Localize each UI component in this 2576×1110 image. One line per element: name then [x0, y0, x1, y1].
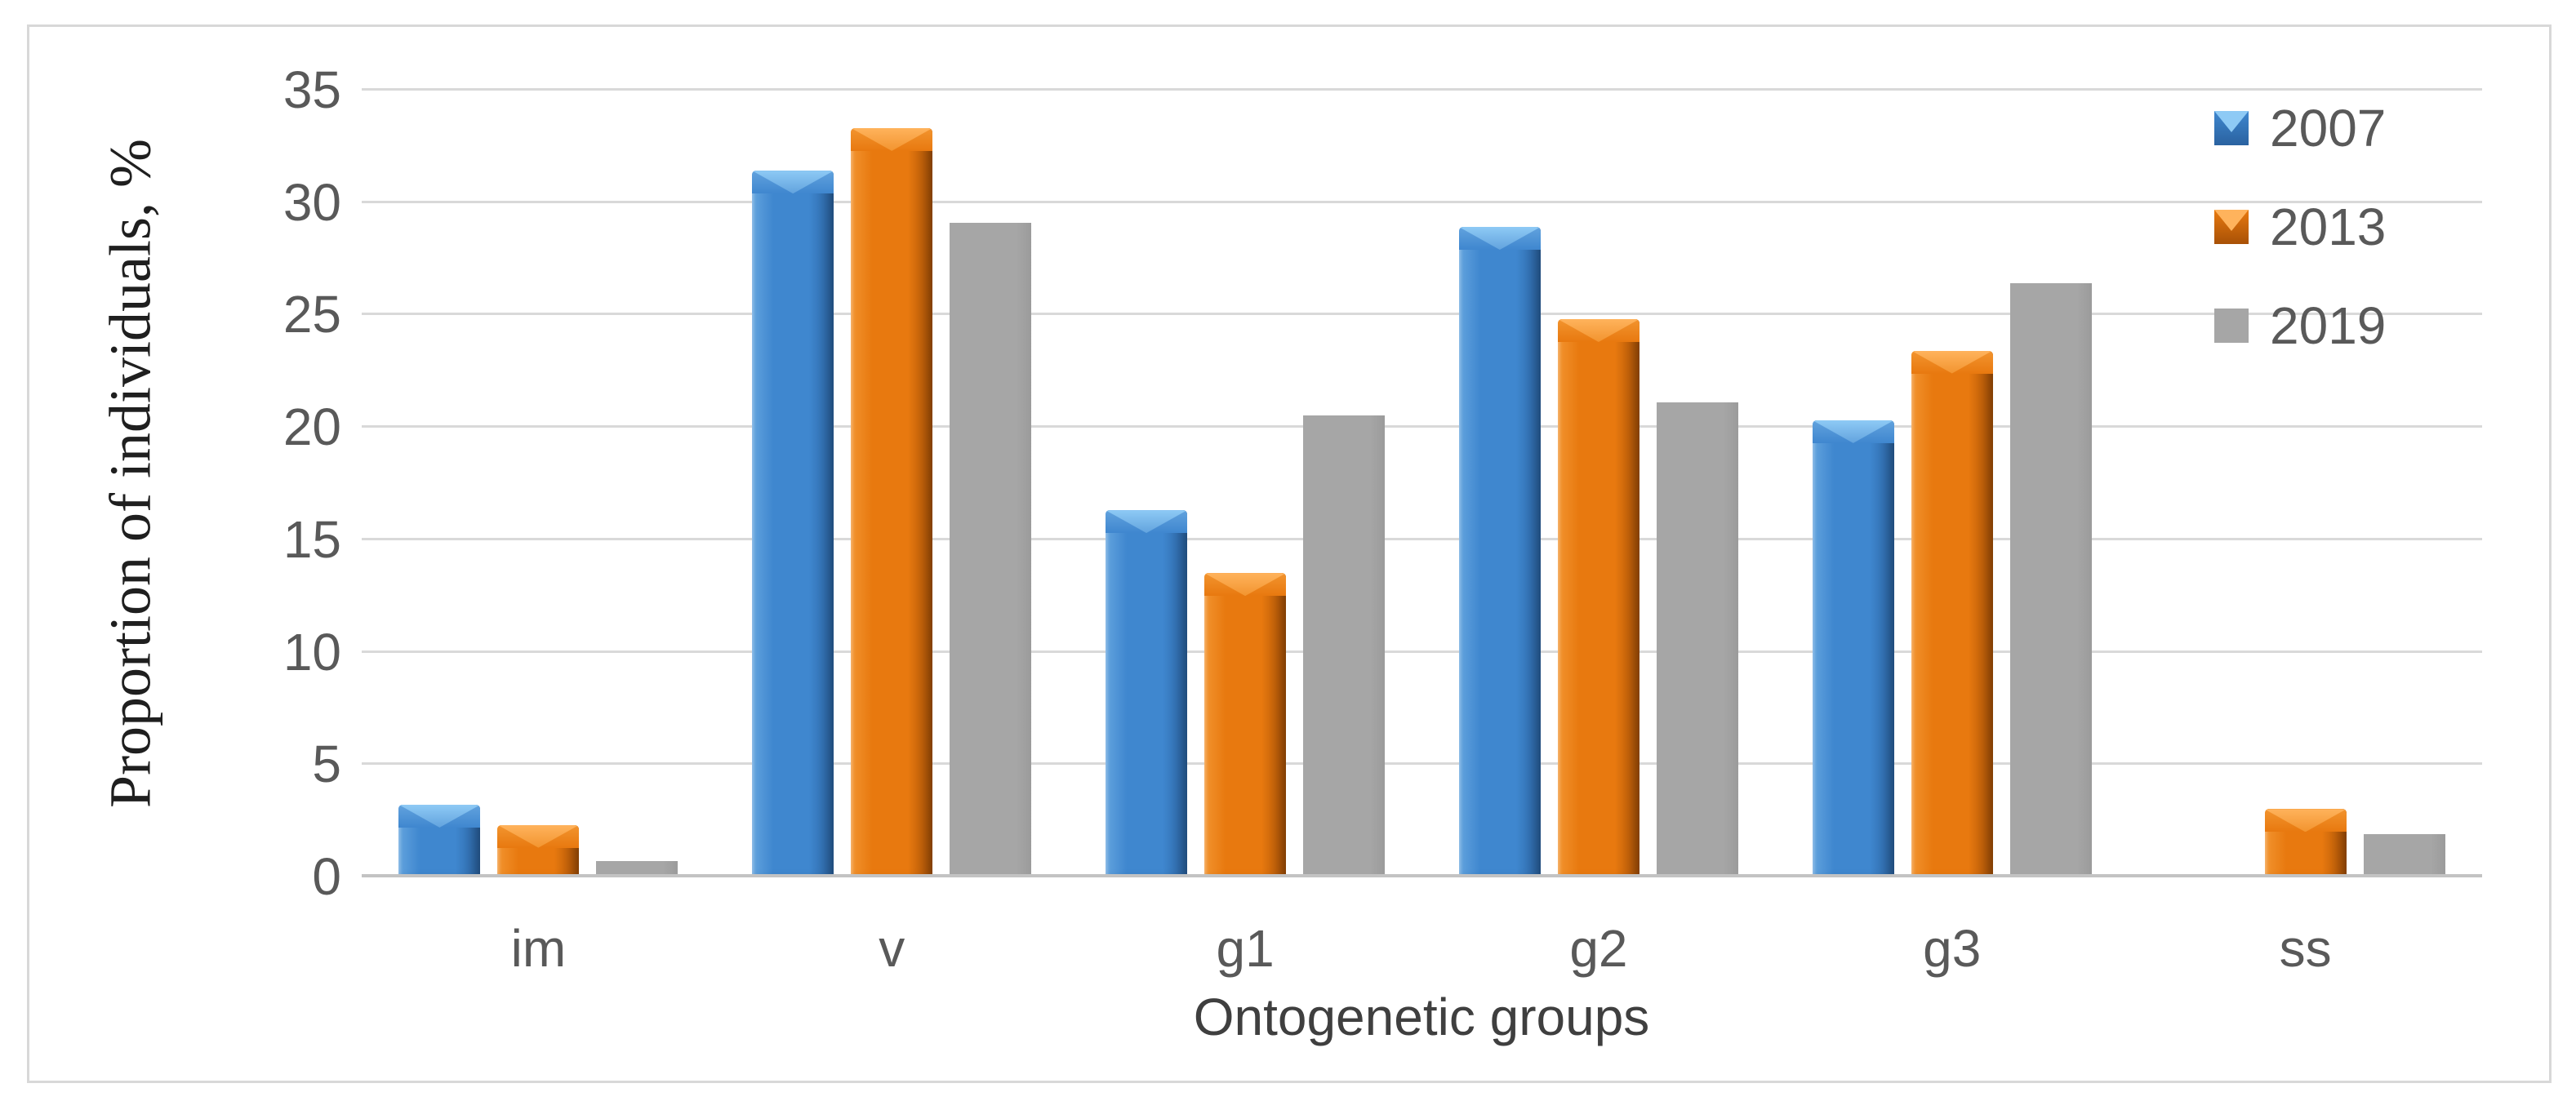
bar-g1-2019 — [1303, 415, 1386, 877]
bevel-highlight — [497, 824, 580, 848]
legend-label-2013: 2013 — [2270, 198, 2387, 256]
legend-marker-highlight — [2214, 111, 2249, 133]
x-axis-title: Ontogenetic groups — [1193, 988, 1650, 1046]
y-tick-label-15: 15 — [283, 509, 341, 569]
y-tick-label-30: 30 — [283, 172, 341, 232]
bar-v-2019 — [950, 222, 1032, 877]
bar-v-2007 — [752, 171, 834, 877]
x-category-label-ss: ss — [2279, 919, 2332, 978]
bar-g1-2013 — [1204, 573, 1287, 877]
bevel-highlight — [1204, 573, 1287, 597]
x-category-label-im: im — [510, 919, 567, 978]
bevel-highlight — [1458, 227, 1541, 251]
bar-im-2013 — [497, 824, 580, 877]
gridline-5 — [362, 762, 2482, 766]
legend-marker-2013 — [2214, 210, 2249, 244]
gridline-15 — [362, 537, 2482, 540]
bar-bevel-cap — [1106, 510, 1188, 534]
bar-im-2007 — [398, 804, 481, 877]
bar-bevel-cap — [752, 171, 834, 194]
gridline-30 — [362, 200, 2482, 203]
bar-bevel-cap — [1204, 573, 1287, 597]
bar-g2-2013 — [1557, 318, 1639, 877]
bar-v-2013 — [851, 127, 933, 877]
bar-bevel-cap — [497, 824, 580, 848]
bevel-highlight — [752, 171, 834, 194]
bar-bevel-cap — [1812, 420, 1894, 443]
bar-group-im — [362, 90, 715, 877]
bar-g3-2007 — [1812, 420, 1894, 877]
y-tick-label-25: 25 — [283, 285, 341, 344]
bar-g2-2019 — [1656, 402, 1738, 877]
bar-groups — [362, 90, 2482, 877]
legend-label-2019: 2019 — [2270, 296, 2387, 355]
legend-marker-2019 — [2214, 309, 2249, 343]
y-tick-label-20: 20 — [283, 397, 341, 457]
bar-bevel-cap — [398, 804, 481, 828]
y-axis-title: Proportion of individuals, % — [97, 139, 163, 808]
bevel-highlight — [398, 804, 481, 828]
bar-g3-2019 — [2009, 282, 2092, 877]
bevel-highlight — [1812, 420, 1894, 443]
plot-area — [362, 88, 2482, 877]
y-tick-label-35: 35 — [283, 60, 341, 119]
gridline-10 — [362, 650, 2482, 653]
x-category-label-g3: g3 — [1923, 919, 1982, 978]
legend-item-2013: 2013 — [2214, 198, 2386, 256]
bevel-highlight — [1911, 350, 1993, 374]
gridline-25 — [362, 313, 2482, 316]
bar-bevel-cap — [851, 127, 933, 151]
bevel-highlight — [1106, 510, 1188, 534]
bar-bevel-cap — [1458, 227, 1541, 251]
bar-bevel-cap — [1911, 350, 1993, 374]
bar-g3-2013 — [1911, 350, 1993, 877]
bar-group-ss — [2129, 90, 2482, 877]
bar-ss-2019 — [2363, 833, 2445, 877]
bar-group-g3 — [1775, 90, 2129, 877]
x-category-label-v: v — [879, 919, 905, 978]
bar-bevel-cap — [1557, 318, 1639, 342]
legend-marker-highlight — [2214, 210, 2249, 232]
bar-g2-2007 — [1458, 227, 1541, 877]
bar-im-2019 — [596, 860, 678, 877]
bar-ss-2013 — [2264, 809, 2347, 877]
legend-item-2019: 2019 — [2214, 296, 2386, 355]
gridline-20 — [362, 425, 2482, 428]
y-tick-label-0: 0 — [312, 847, 341, 906]
legend-item-2007: 2007 — [2214, 99, 2386, 158]
y-tick-label-10: 10 — [283, 622, 341, 682]
y-tick-label-5: 5 — [312, 735, 341, 794]
bevel-highlight — [851, 127, 933, 151]
bar-group-g1 — [1069, 90, 1422, 877]
x-category-label-g2: g2 — [1569, 919, 1628, 978]
x-axis-line — [362, 874, 2482, 877]
bar-g1-2007 — [1106, 510, 1188, 877]
bar-bevel-cap — [2264, 809, 2347, 832]
bar-group-v — [715, 90, 1069, 877]
legend-label-2007: 2007 — [2270, 99, 2387, 158]
bar-group-g2 — [1421, 90, 1775, 877]
legend-marker-2007 — [2214, 111, 2249, 145]
bevel-highlight — [2264, 809, 2347, 832]
x-category-label-g1: g1 — [1216, 919, 1275, 978]
bevel-highlight — [1557, 318, 1639, 342]
gridline-35 — [362, 88, 2482, 91]
